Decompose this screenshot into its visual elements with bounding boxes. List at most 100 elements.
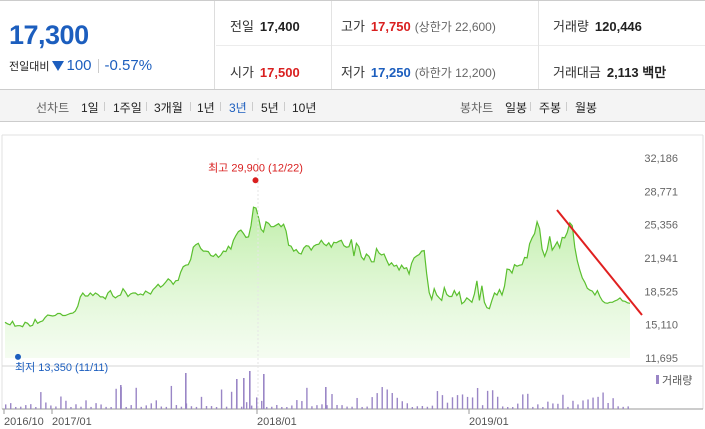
y-tick-label: 11,695 — [645, 353, 678, 365]
volume-bar — [481, 405, 484, 409]
volume-bar — [421, 405, 424, 409]
volume-bar — [236, 379, 238, 409]
volume-bar — [135, 387, 137, 409]
amount-stat: 거래대금 2,113 백만 — [553, 62, 666, 81]
volume-bar — [461, 394, 464, 409]
volume-bar — [607, 402, 609, 409]
volume-bar — [547, 401, 549, 409]
volume-bar — [220, 389, 223, 409]
volume-bar — [587, 399, 589, 409]
volume-bar — [406, 403, 409, 409]
volume-bar — [160, 406, 163, 409]
volume-legend-swatch — [656, 375, 659, 384]
volume-bar — [230, 391, 233, 409]
divider — [284, 102, 285, 111]
y-tick-label: 15,110 — [645, 320, 678, 332]
volume-bar — [140, 406, 142, 409]
period-1d[interactable]: 1일 — [81, 101, 99, 115]
volume-bar — [341, 405, 343, 409]
volume-bar — [326, 405, 328, 409]
period-10y[interactable]: 10년 — [292, 101, 317, 115]
volume-bar — [416, 406, 419, 409]
volume-bar — [249, 371, 251, 409]
volume-bar — [286, 406, 288, 409]
line-chart-label: 선차트 — [36, 101, 70, 115]
change-amount: 100 — [66, 57, 92, 74]
volume-bar — [215, 406, 218, 409]
y-tick-label: 21,941 — [644, 253, 678, 265]
volume-legend: 거래량 — [662, 374, 692, 387]
divider — [566, 102, 567, 111]
volume-bar — [110, 406, 112, 409]
down-arrow-icon — [52, 60, 65, 71]
volume-bar — [105, 406, 107, 409]
volume-bar — [263, 374, 265, 409]
open-stat: 시가 17,500 — [230, 62, 300, 81]
period-3y[interactable]: 3년 — [229, 101, 247, 115]
volume-bar — [145, 405, 147, 409]
volume-bar — [65, 400, 67, 409]
prev-close-value: 17,400 — [259, 19, 300, 34]
volume-bar — [245, 402, 248, 409]
volume-bar — [426, 406, 429, 409]
volume-bar — [250, 405, 253, 409]
divider — [252, 102, 253, 111]
volume-bar — [130, 405, 132, 409]
prev-close-stat: 전일 17,400 — [230, 16, 300, 35]
volume-bar — [170, 385, 173, 409]
volume-bar — [115, 388, 117, 409]
divider — [104, 102, 105, 111]
volume-bar — [240, 406, 243, 409]
volume-bar — [612, 398, 614, 409]
open-label: 시가 — [230, 65, 254, 80]
volume-bar — [496, 396, 499, 409]
candle-daily[interactable]: 일봉 — [505, 101, 528, 115]
volume-bar — [325, 387, 327, 409]
y-tick-label: 32,186 — [644, 153, 678, 165]
period-3m[interactable]: 3개월 — [154, 101, 183, 115]
volume-bar — [501, 406, 504, 409]
volume-bar — [381, 387, 383, 409]
volume-label: 거래량 — [553, 19, 589, 34]
volume-bar — [70, 406, 72, 409]
volume-bar — [306, 387, 308, 409]
divider — [331, 1, 332, 89]
volume-bar — [431, 405, 434, 409]
volume-value: 120,446 — [594, 19, 642, 34]
period-5y[interactable]: 5년 — [261, 101, 279, 115]
candle-monthly[interactable]: 월봉 — [575, 101, 598, 115]
volume-bar — [386, 389, 388, 409]
volume-bar — [180, 406, 183, 409]
volume-bar — [90, 406, 92, 409]
y-tick-label: 28,771 — [644, 186, 678, 198]
y-tick-label: 25,356 — [644, 220, 678, 232]
volume-bar — [522, 394, 524, 409]
volume-bar — [80, 406, 82, 409]
volume-bar — [15, 406, 17, 409]
divider — [530, 102, 531, 111]
period-1w[interactable]: 1주일 — [113, 101, 142, 115]
volume-bar — [446, 402, 449, 409]
volume-bar — [55, 406, 57, 409]
high-value: 17,750 — [370, 19, 411, 34]
volume-bar — [5, 404, 7, 409]
period-1y[interactable]: 1년 — [197, 101, 215, 115]
volume-bar — [243, 378, 245, 409]
divider — [220, 102, 221, 111]
x-tick-label: 2016/10 — [4, 416, 44, 428]
candle-weekly[interactable]: 주봉 — [539, 101, 562, 115]
volume-bar — [155, 400, 158, 409]
volume-bar — [366, 406, 368, 409]
low-marker — [15, 353, 21, 360]
volume-bar — [100, 404, 102, 409]
volume-bar — [10, 403, 12, 409]
lower-limit: (하한가 12,200) — [414, 66, 496, 80]
low-stat: 저가 17,250 (하한가 12,200) — [341, 62, 496, 81]
volume-bar — [175, 405, 178, 409]
volume-bar — [517, 403, 519, 409]
volume-bar — [396, 397, 398, 409]
volume-stat: 거래량 120,446 — [553, 16, 642, 35]
volume-bar — [311, 406, 313, 409]
volume-bar — [371, 397, 373, 409]
x-tick-label: 2017/01 — [52, 416, 92, 428]
